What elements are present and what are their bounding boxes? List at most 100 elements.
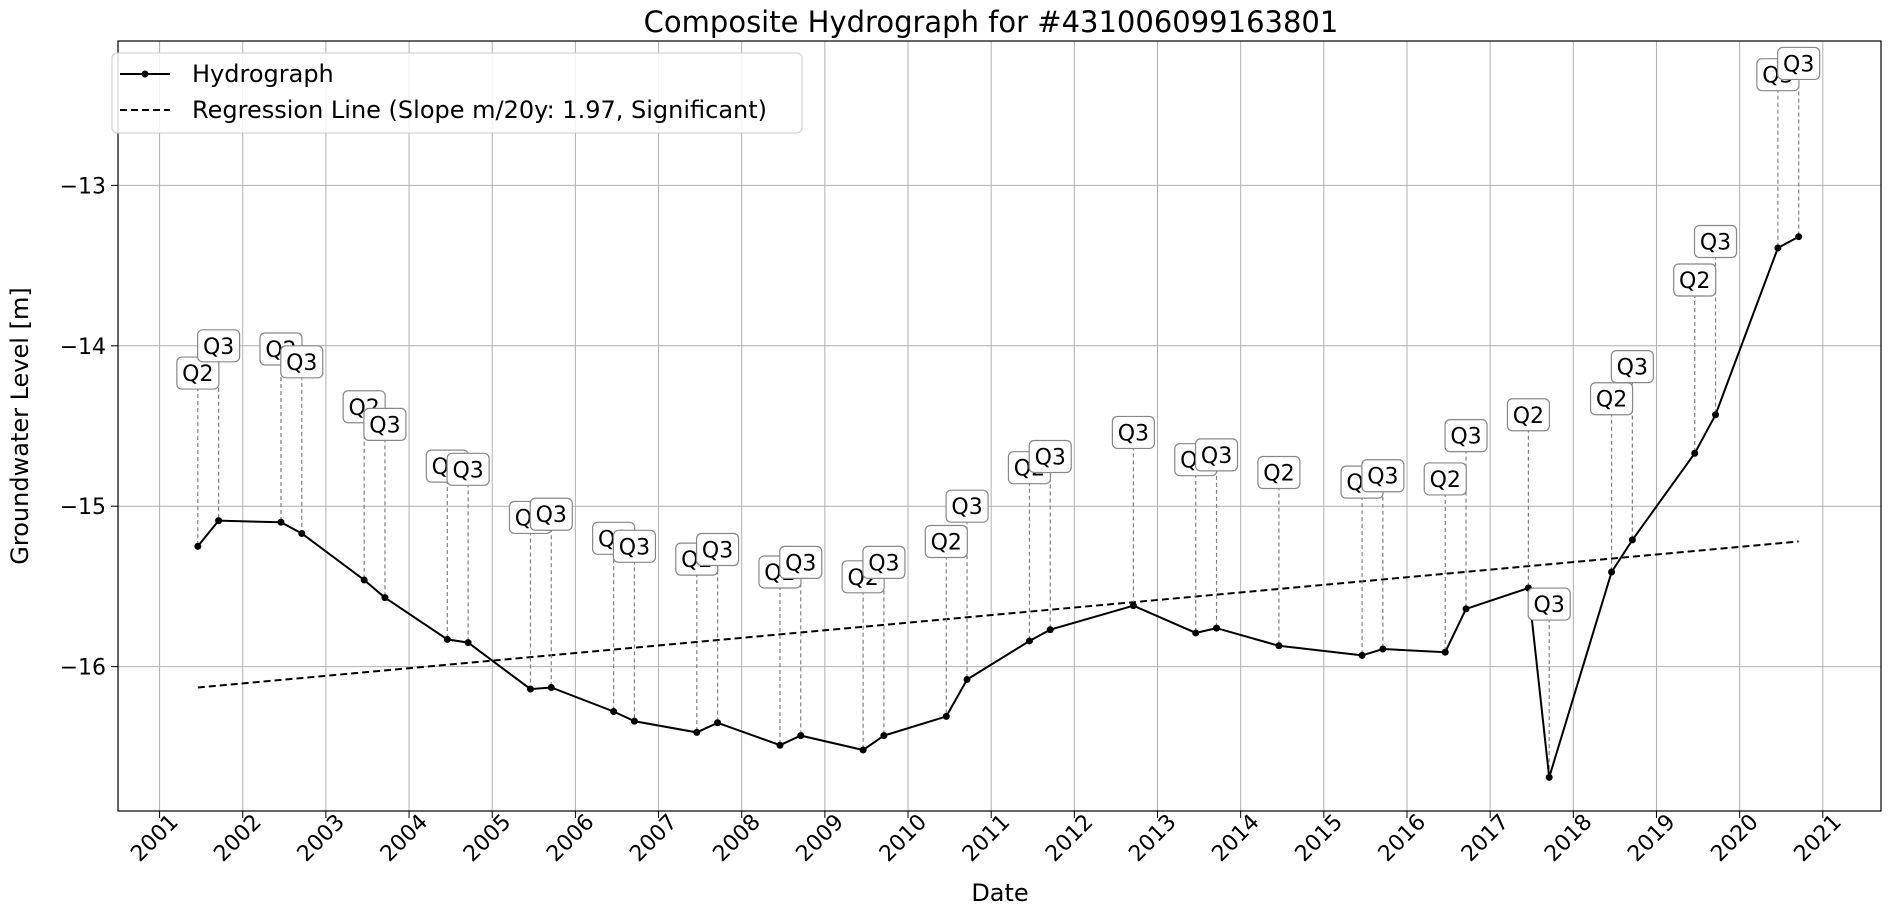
hydrograph-point <box>1608 568 1616 576</box>
annotation-box <box>1777 46 1821 81</box>
annotation-box <box>1194 438 1239 472</box>
x-tick-label: 2001 <box>126 810 183 867</box>
x-tick-label: 2013 <box>1124 810 1181 867</box>
annotation-label: Q3 <box>619 535 650 560</box>
regression-layer <box>197 540 1799 689</box>
y-axis-label: Groundwater Level [m] <box>6 287 34 564</box>
hydrograph-point <box>776 741 784 749</box>
x-tick-label: 2015 <box>1291 810 1348 867</box>
hydrograph-point <box>547 683 555 691</box>
annotation-label: Q2 <box>1596 388 1627 413</box>
y-axis: −16 −15 −14 −13 <box>60 174 118 681</box>
hydrograph-point <box>194 542 202 550</box>
annotation-box <box>612 529 657 563</box>
annotation-box <box>1257 455 1301 490</box>
y-tick-label: −13 <box>60 174 106 199</box>
annotation-box <box>446 452 490 486</box>
annotation-box <box>1527 587 1571 621</box>
hydrograph-point <box>859 746 867 754</box>
hydrograph-point <box>360 576 368 584</box>
hydrograph-layer <box>194 233 1803 781</box>
chart-title: Composite Hydrograph for #43100609916380… <box>644 5 1339 39</box>
annotation-label: Q2 <box>182 362 213 387</box>
annotation-label: Q2 <box>931 531 962 556</box>
annotation-box <box>1444 419 1488 453</box>
annotation-label: Q3 <box>203 335 234 360</box>
x-tick-label: 2009 <box>792 810 849 867</box>
annotation-label: Q3 <box>951 495 982 520</box>
annotation-label: Q3 <box>1783 52 1814 77</box>
hydrograph-point <box>714 719 722 727</box>
annotation-box <box>1111 415 1155 450</box>
annotation-label: Q3 <box>1534 593 1565 618</box>
hydrograph-point <box>630 717 638 725</box>
hydrograph-point <box>693 728 701 736</box>
annotation-box <box>1673 263 1717 297</box>
hydrograph-point <box>1129 602 1137 610</box>
annotation-label: Q2 <box>1679 269 1710 294</box>
hydrograph-point <box>526 685 534 693</box>
hydrograph-point <box>381 594 389 602</box>
regression-line <box>197 540 1799 689</box>
y-tick-label: −14 <box>60 335 106 360</box>
y-tick-label: −16 <box>60 656 106 681</box>
x-tick-label: 2019 <box>1623 810 1680 867</box>
x-tick-label: 2014 <box>1207 810 1264 867</box>
annotation-box <box>1589 382 1634 416</box>
hydrograph-point <box>1046 626 1054 634</box>
hydrograph-point <box>1025 637 1033 645</box>
x-tick-label: 2006 <box>542 810 599 867</box>
hydrograph-point <box>1275 642 1283 650</box>
annotation-box <box>280 345 324 379</box>
legend-hydrograph-marker <box>141 70 149 78</box>
annotation-label: Q3 <box>785 551 816 576</box>
hydrograph-point <box>1441 648 1449 656</box>
annotation-label: Q3 <box>1450 425 1481 450</box>
x-tick-label: 2007 <box>625 810 682 867</box>
annotation-box <box>1610 350 1654 384</box>
hydrograph-point <box>880 732 888 740</box>
annotation-box <box>363 407 407 441</box>
hydrograph-point <box>797 732 805 740</box>
x-axis: 2001 2002 2003 2004 2005 2006 2007 2008 2009 2010… <box>126 810 1846 867</box>
x-tick-label: 2021 <box>1790 810 1847 867</box>
hydrograph-point <box>1545 773 1553 781</box>
annotation-label: Q3 <box>702 539 733 564</box>
hydrograph-point <box>1795 233 1803 241</box>
x-tick-label: 2004 <box>376 810 433 867</box>
annotation-box <box>1028 439 1072 474</box>
annotation-box <box>945 489 989 523</box>
annotation-label: Q2 <box>1430 468 1461 493</box>
annotation-box <box>779 545 823 579</box>
hydrograph-point <box>1213 624 1221 632</box>
hydrograph-point <box>443 635 451 643</box>
annotation-box <box>862 545 906 579</box>
legend-regression-label: Regression Line (Slope m/20y: 1.97, Sign… <box>192 96 767 124</box>
annotation-box <box>529 497 573 531</box>
annotation-label: Q2 <box>1263 462 1294 487</box>
hydrograph-point <box>1691 449 1699 457</box>
annotation-labels-layer: Q2Q3Q2Q3Q2Q3Q2Q3Q2Q3Q2Q3Q2Q3Q2Q3Q2Q3Q2Q3… <box>176 46 1821 621</box>
annotation-box <box>695 532 740 567</box>
x-tick-label: 2010 <box>875 810 932 867</box>
x-tick-label: 2020 <box>1706 810 1763 867</box>
hydrograph-point <box>1192 629 1200 637</box>
y-tick-label: −15 <box>60 495 106 520</box>
x-tick-label: 2002 <box>210 810 267 867</box>
annotation-box <box>1693 224 1738 259</box>
x-axis-label: Date <box>971 879 1028 907</box>
x-tick-label: 2012 <box>1041 810 1098 867</box>
x-tick-label: 2003 <box>293 810 350 867</box>
hydrograph-point <box>277 518 285 526</box>
hydrograph-point <box>1628 536 1636 544</box>
grid <box>118 41 1881 811</box>
hydrograph-point <box>1774 244 1782 252</box>
hydrograph-point <box>963 675 971 683</box>
annotation-label: Q3 <box>369 413 400 438</box>
annotation-label: Q3 <box>1201 444 1232 469</box>
x-tick-label: 2018 <box>1540 810 1597 867</box>
plot-frame <box>117 40 1882 812</box>
annotation-label: Q2 <box>1513 404 1544 429</box>
hydrograph-point <box>298 529 306 537</box>
